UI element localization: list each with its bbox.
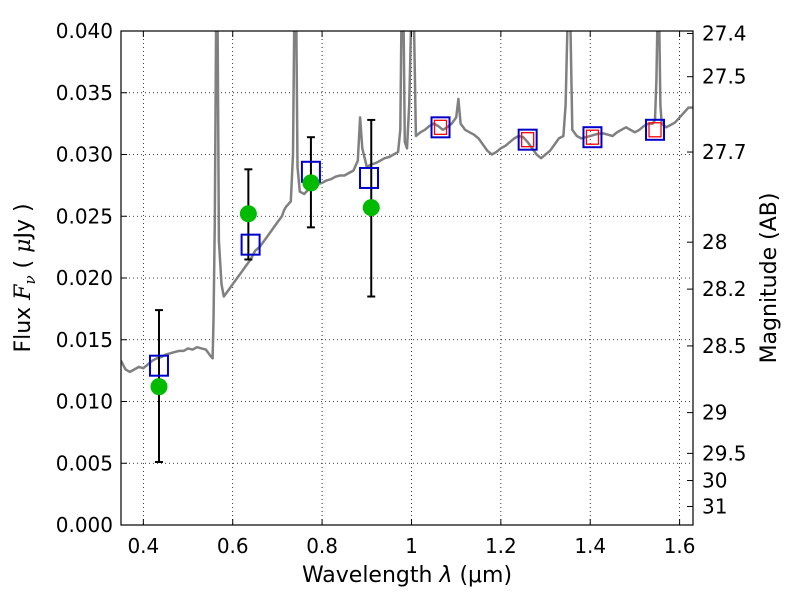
x-tick-label: 0.4 [127,534,159,558]
y-tick-label: 0.035 [56,81,113,105]
model-box [240,233,261,256]
y2-tick-label: 27.5 [702,65,747,89]
x-tick-label: 1 [405,534,418,558]
x-tick-label: 0.8 [306,534,338,558]
observed-point [302,174,320,192]
y-tick-label: 0.030 [56,143,113,167]
model-box-layer [148,116,666,377]
y-tick-label: 0.000 [56,513,113,537]
model-box [148,354,169,377]
observed-point [150,378,168,396]
y-tick-label: 0.005 [56,451,113,475]
y2-tick-label: 29.5 [702,441,747,465]
x-tick-label: 0.6 [217,534,249,558]
y2-tick-label: 28 [702,230,727,254]
x-tick-label: 1.2 [485,534,517,558]
observed-point [362,199,380,217]
y2-tick-label: 27.7 [702,140,747,164]
y-tick-label: 0.020 [56,266,113,290]
y2-tick-label: 28.2 [702,277,747,301]
y-tick-label: 0.025 [56,204,113,228]
model-box-inner [648,122,662,138]
y2-tick-label: 31 [702,494,727,518]
model-box [645,118,666,141]
y-tick-label: 0.040 [56,19,113,43]
spectrum-line [121,31,693,374]
y2-tick-label: 28.5 [702,334,747,358]
model-box-inner [521,132,535,148]
x-tick-label: 1.6 [664,534,696,558]
y-tick-label: 0.015 [56,328,113,352]
y2-axis-label: Magnitude (AB) [757,193,782,364]
errorbar-layer [154,118,376,464]
observed-point [239,205,257,223]
model-box-inner [585,129,600,145]
grid [121,30,693,526]
model-box [359,166,380,189]
x-axis-label: Wavelength λ (μm) [302,563,512,588]
plot-frame [120,30,694,526]
model-box-inner [433,119,448,135]
y2-tick-label: 29 [702,401,727,425]
spectrum-layer [121,31,693,374]
tick-layer: 0.4 0.6 0.8 1 1.2 1.4 1.6 0.000 0.005 0.010 0.015 0… [56,19,747,558]
model-box [517,128,538,151]
observed-point-layer [150,174,380,396]
y2-tick-label: 27.4 [702,21,747,45]
model-box [582,126,603,149]
y2-tick-label: 30 [702,469,727,493]
model-box [430,116,451,139]
x-tick-label: 1.4 [574,534,606,558]
y-axis-label: Flux Fν ( μJy ) [11,203,39,352]
y-tick-label: 0.010 [56,390,113,414]
